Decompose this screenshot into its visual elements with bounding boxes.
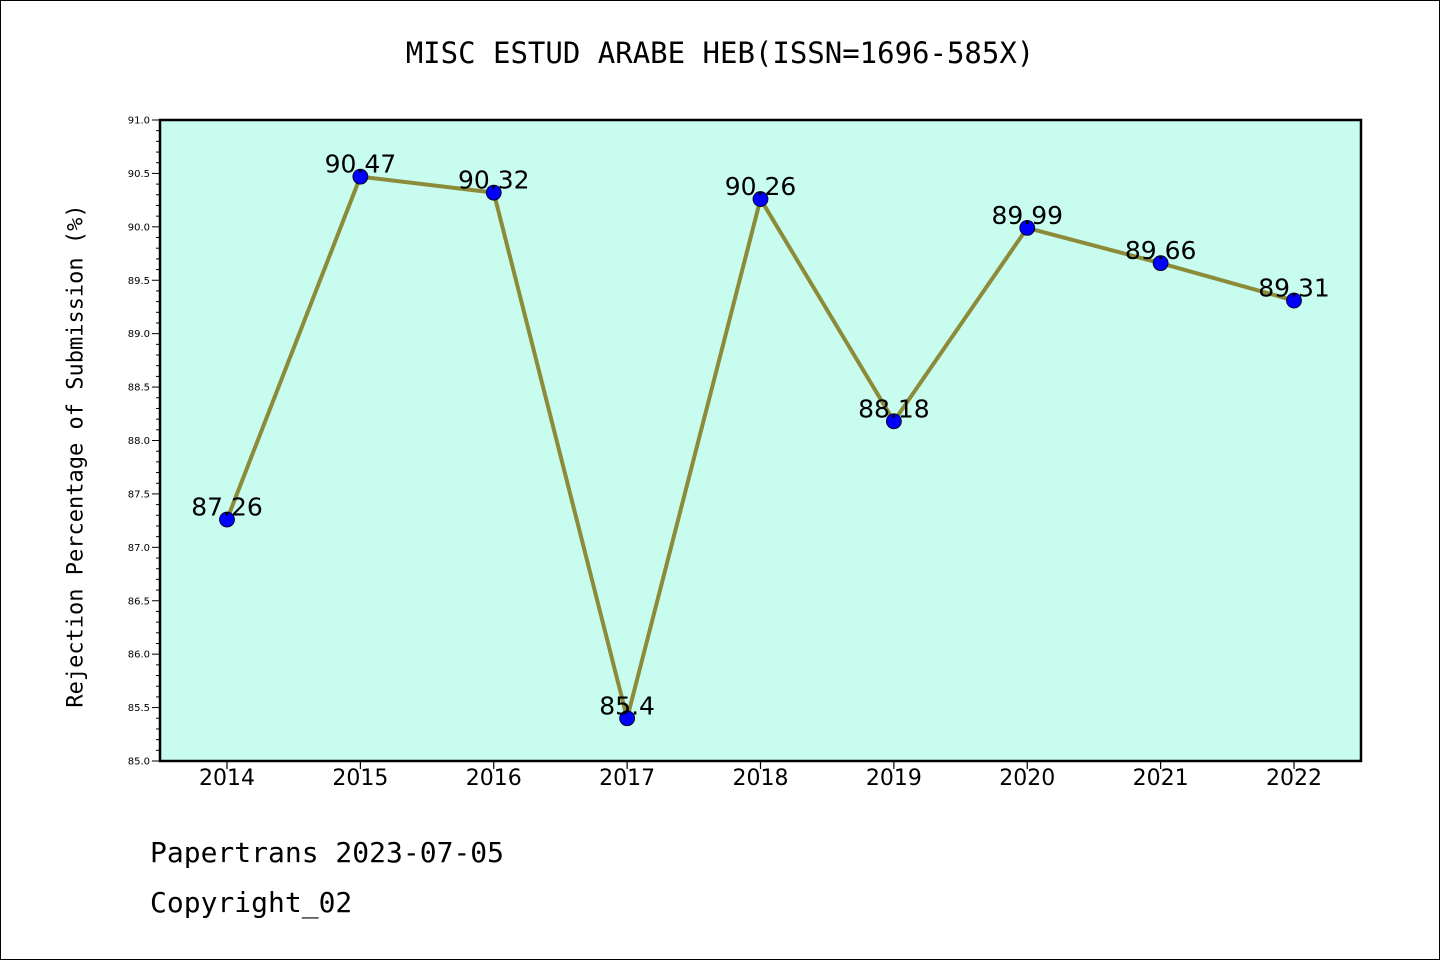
data-labels: 87.26 90.47 90.32 85.4 90.26 88.18 89.99 89.66 8…	[191, 150, 1330, 721]
y-tick-label: 87.0	[128, 543, 150, 554]
x-tick-label: 2014	[199, 766, 255, 791]
data-point	[619, 710, 636, 727]
x-tick-label: 2017	[599, 766, 655, 791]
data-label: 87.26	[191, 493, 263, 522]
y-tick-label: 85.0	[128, 757, 150, 768]
chart-title: MISC ESTUD ARABE HEB(ISSN=1696-585X)	[405, 36, 1035, 70]
x-tick-label: 2015	[332, 766, 388, 791]
data-point	[219, 511, 235, 528]
y-tick-label: 87.5	[128, 489, 150, 500]
data-point	[1019, 220, 1036, 236]
y-tick-label: 90.0	[128, 222, 150, 233]
data-label: 90.47	[325, 150, 397, 179]
data-point	[485, 184, 502, 201]
footer-copyright: Copyright_02	[150, 886, 353, 919]
data-point	[1152, 255, 1169, 272]
data-label: 90.26	[725, 172, 797, 201]
y-tick-label: 86.5	[128, 596, 150, 607]
x-tick-label: 2022	[1266, 766, 1322, 791]
data-label: 89.99	[991, 201, 1063, 230]
y-tick-label: 88.5	[128, 383, 150, 394]
data-label: 85.4	[599, 691, 655, 720]
data-label: 89.31	[1258, 274, 1330, 303]
y-tick-label: 85.5	[128, 703, 150, 714]
y-tick-label: 86.0	[128, 650, 150, 661]
footer-source: Papertrans 2023-07-05	[150, 836, 505, 869]
x-tick-label: 2018	[733, 766, 789, 791]
data-point	[1286, 292, 1302, 309]
data-label: 89.66	[1125, 236, 1197, 265]
x-tick-label: 2016	[466, 766, 522, 791]
y-tick-label: 89.0	[128, 329, 150, 340]
x-axis: 2014 2015 2016 2017 2018 2019 2020 2021 2022	[199, 761, 1322, 791]
y-tick-label: 90.5	[128, 169, 150, 180]
y-tick-label: 88.0	[128, 436, 150, 447]
data-markers	[219, 168, 1302, 727]
data-label: 90.32	[458, 166, 530, 195]
x-tick-label: 2021	[1133, 766, 1189, 791]
x-tick-label: 2020	[999, 766, 1055, 791]
data-point	[752, 191, 769, 207]
plot-area	[158, 118, 1363, 763]
data-label: 88.18	[858, 394, 930, 423]
y-tick-label: 89.5	[128, 276, 150, 287]
data-point	[885, 413, 902, 430]
y-tick-label: 91.0	[128, 116, 150, 127]
data-point	[352, 168, 369, 185]
y-axis: 85.0 85.5 86.0 86.5 87.0 87.5 88.0 88.5 89.0 89.5…	[128, 116, 160, 768]
x-tick-label: 2019	[866, 766, 922, 791]
